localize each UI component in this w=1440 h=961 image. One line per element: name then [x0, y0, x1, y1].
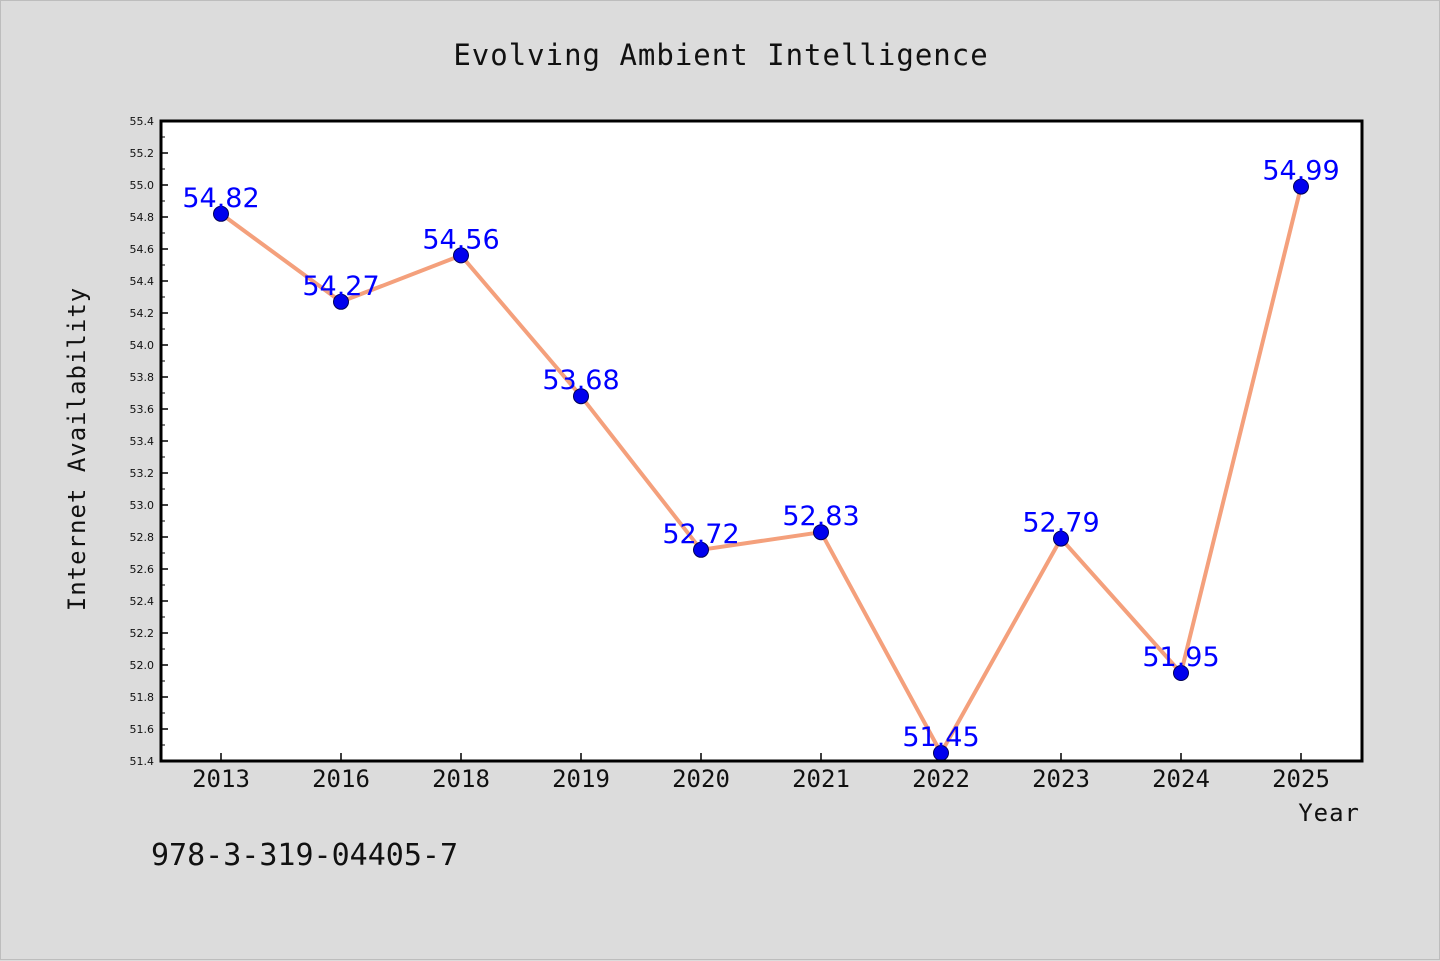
y-tick-label: 52.6: [130, 563, 155, 576]
y-tick-label: 54.6: [130, 243, 155, 256]
y-tick-label: 53.8: [130, 371, 155, 384]
x-tick-label: 2019: [552, 765, 610, 793]
y-tick-label: 54.0: [130, 339, 155, 352]
data-point: [813, 524, 829, 541]
y-tick-label: 55.0: [130, 179, 155, 192]
x-tick-label: 2016: [312, 765, 370, 793]
y-tick-label: 54.4: [130, 275, 155, 288]
x-tick-label: 2022: [912, 765, 970, 793]
y-tick-label: 52.2: [130, 627, 155, 640]
data-label: 52.72: [662, 519, 739, 550]
x-tick-label: 2018: [432, 765, 490, 793]
y-tick-label: 51.6: [130, 723, 155, 736]
x-tick-label: 2021: [792, 765, 850, 793]
chart-title: Evolving Ambient Intelligence: [453, 38, 988, 72]
data-point: [1173, 665, 1189, 681]
data-point: [573, 388, 589, 405]
data-label: 52.79: [1022, 508, 1099, 539]
y-tick-label: 51.4: [130, 755, 155, 768]
data-labels: 54.82 54.27 54.56 53.68 52.72 52.83 51.45 52.79…: [182, 156, 1339, 753]
y-tick-label: 53.0: [130, 499, 155, 512]
data-label: 52.83: [782, 501, 859, 532]
x-tick-label: 2025: [1272, 765, 1330, 793]
data-point: [453, 247, 469, 264]
y-tick-label: 55.2: [130, 147, 155, 160]
y-tick-label: 51.8: [130, 691, 155, 704]
y-tick-label: 52.0: [130, 659, 155, 672]
plot-frame: [159, 119, 1364, 763]
data-label: 54.99: [1262, 156, 1339, 187]
x-tick-label: 2020: [672, 765, 730, 793]
data-label: 51.45: [902, 722, 979, 753]
data-point: [693, 541, 709, 558]
series-line: [219, 184, 1303, 755]
y-axis: 51.4 51.6 51.8 52.0 52.2 52.4 52.6 52.8 53.0 53.2…: [130, 115, 168, 768]
data-label: 51.95: [1142, 642, 1219, 673]
y-tick-label: 53.6: [130, 403, 155, 416]
y-axis-title: Internet Availability: [63, 287, 91, 611]
data-point: [333, 293, 349, 310]
data-label: 53.68: [542, 365, 619, 396]
data-point: [1053, 530, 1069, 547]
x-axis: 2013 2016 2018 2019 2020 2021 2022 2023 2024 2025: [192, 753, 1330, 793]
isbn-footnote: 978-3-319-04405-7: [151, 838, 458, 873]
y-tick-label: 55.4: [130, 115, 155, 128]
data-point: [1293, 178, 1309, 195]
y-tick-label: 53.4: [130, 435, 155, 448]
y-tick-label: 52.8: [130, 531, 155, 544]
y-tick-label: 53.2: [130, 467, 155, 480]
y-tick-label: 54.2: [130, 307, 155, 320]
x-tick-label: 2023: [1032, 765, 1090, 793]
data-point: [213, 205, 229, 222]
x-tick-label: 2024: [1152, 765, 1210, 793]
y-tick-label: 54.8: [130, 211, 155, 224]
x-axis-title: Year: [1298, 799, 1360, 827]
x-tick-label: 2013: [192, 765, 250, 793]
data-markers: [213, 178, 1309, 761]
data-label: 54.82: [182, 183, 259, 214]
y-tick-label: 52.4: [130, 595, 155, 608]
data-label: 54.27: [302, 271, 379, 302]
data-label: 54.56: [422, 224, 499, 255]
